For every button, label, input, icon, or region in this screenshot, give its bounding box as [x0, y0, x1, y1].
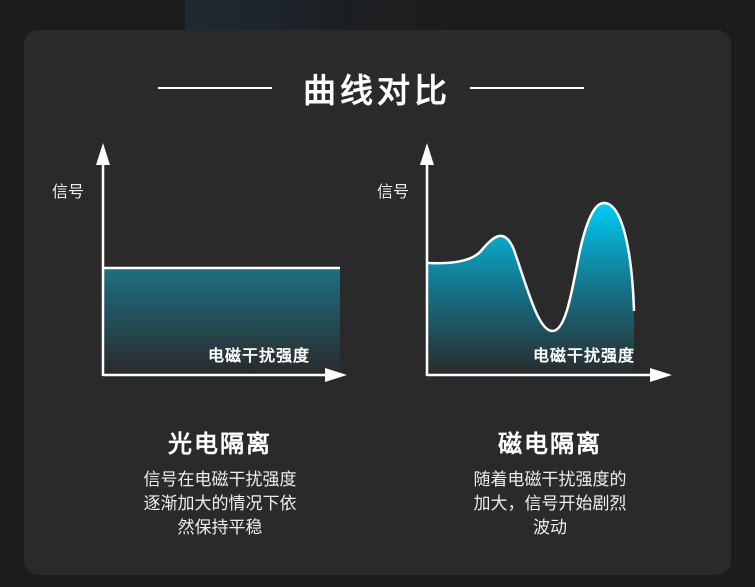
right-y-axis-arrow	[420, 143, 434, 165]
right-description: 随着电磁干扰强度的 加大，信号开始剧烈 波动	[430, 468, 670, 540]
title-divider-left	[158, 87, 272, 89]
background-decoration	[185, 0, 465, 30]
fluctuating-signal-line	[427, 201, 636, 333]
right-description-line: 波动	[533, 518, 567, 538]
page-title: 曲线对比	[303, 71, 451, 110]
left-x-axis-arrow	[325, 368, 347, 382]
left-y-label: 信号	[52, 182, 85, 201]
title-divider-right	[470, 87, 584, 89]
right-description-line: 加大，信号开始剧烈	[473, 494, 627, 514]
right-description-line: 随着电磁干扰强度的	[473, 470, 627, 490]
left-x-label: 电磁干扰强度	[208, 346, 311, 365]
right-x-label: 电磁干扰强度	[533, 346, 636, 365]
right-x-axis-arrow	[650, 368, 672, 382]
right-heading: 磁电隔离	[498, 430, 602, 458]
left-heading: 光电隔离	[168, 430, 272, 458]
left-description-line: 信号在电磁干扰强度	[143, 470, 297, 490]
left-y-axis-arrow	[96, 143, 110, 165]
stable-signal-fill	[104, 268, 340, 375]
fluctuating-signal-fill	[428, 203, 634, 375]
left-description-line: 逐渐加大的情况下依	[143, 494, 297, 514]
right-y-label: 信号	[377, 182, 410, 201]
left-description: 信号在电磁干扰强度 逐渐加大的情况下依 然保持平稳	[100, 468, 340, 540]
left-description-line: 然保持平稳	[177, 518, 263, 538]
